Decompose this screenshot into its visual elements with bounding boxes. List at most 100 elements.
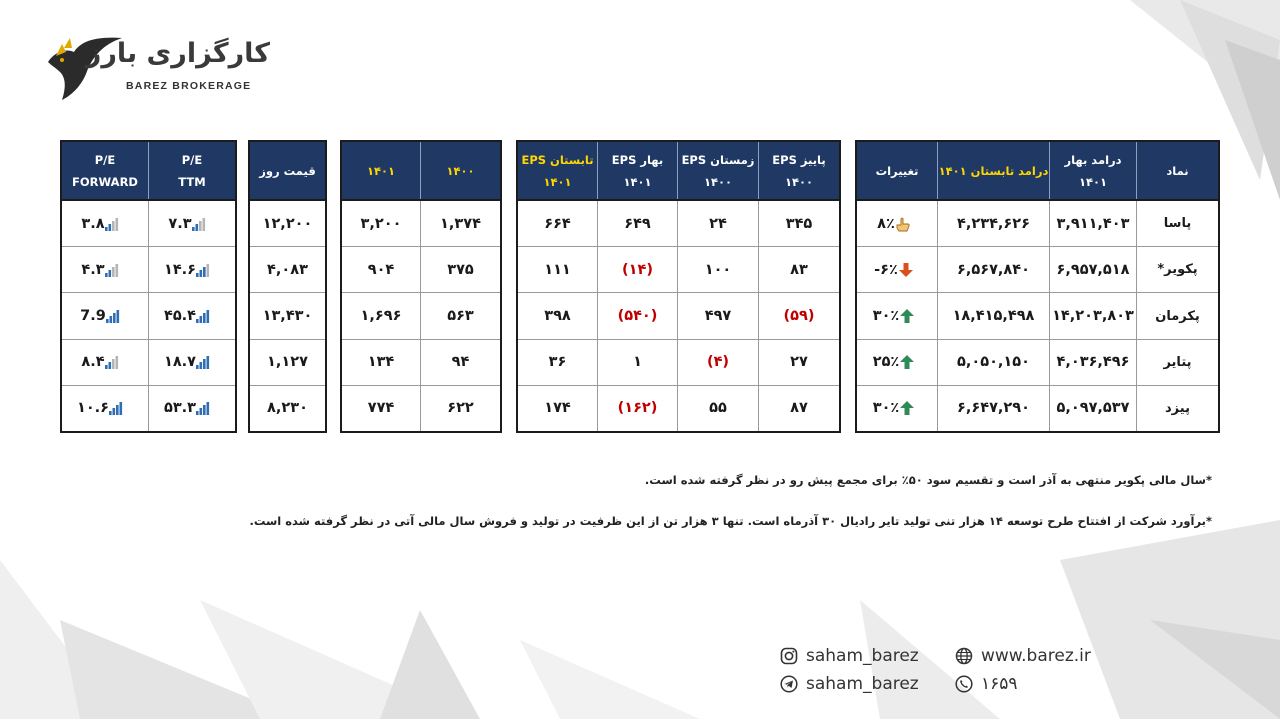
column-header-line1: EPS پاییز — [772, 149, 825, 171]
eps-summer-cell: ۶۶۴ — [518, 201, 597, 246]
website-url: www.barez.ir — [981, 646, 1091, 666]
pe-forward-value: ۱۰.۶ — [77, 400, 109, 416]
footnote-1: *سال مالی پکویر منتهی به آذر است و تقسیم… — [645, 473, 1212, 487]
pe-ttm-cell: ۱۴.۶ — [148, 247, 235, 292]
change-cell: ۳۰٪ — [857, 293, 937, 338]
column-header: EPS تابستان ۱۴۰۱ — [518, 142, 597, 199]
change-cell: ۳۰٪ — [857, 386, 937, 431]
pe-forward-value: ۸.۴ — [81, 354, 104, 370]
symbol-cell: پتایر — [1136, 340, 1218, 385]
pe-ttm-value: ۴۵.۴ — [164, 308, 196, 324]
eps-1401-cell: ۷۷۴ — [342, 386, 420, 431]
price-cell: ۱,۱۲۷ — [250, 340, 325, 385]
signal-bars-icon — [109, 401, 123, 415]
footnote-2: *برآورد شرکت از افتتاح طرح توسعه ۱۴ هزار… — [249, 514, 1212, 528]
pe-ttm-value: ۱۸.۷ — [164, 354, 196, 370]
summer-revenue-cell: ۱۸,۴۱۵,۴۹۸ — [937, 293, 1049, 338]
table-row: ۸۳ ۱۰۰ (۱۴) ۱۱۱ — [518, 247, 839, 293]
table-row: (۵۹) ۴۹۷ (۵۴۰) ۳۹۸ — [518, 293, 839, 339]
signal-bars-icon — [192, 217, 206, 231]
revenue-table-header: نماد درامد بهار ۱۴۰۱ درامد تابستان ۱۴۰۱ تغیی… — [857, 142, 1218, 201]
column-header-line1: P/E — [182, 149, 202, 171]
pe-forward-cell: ۴.۳ — [62, 247, 148, 292]
symbol-cell: پکرمان — [1136, 293, 1218, 338]
column-header: نماد — [1136, 142, 1218, 199]
change-value: ۳۰٪ — [873, 308, 900, 324]
pe-ttm-value: ۱۴.۶ — [164, 262, 196, 278]
column-header: ۱۴۰۰ — [420, 142, 500, 199]
eps-1401-cell: ۱,۶۹۶ — [342, 293, 420, 338]
table-row: *پکویر ۶,۹۵۷,۵۱۸ ۶,۵۶۷,۸۴۰ -۶٪ — [857, 247, 1218, 293]
website-contact[interactable]: www.barez.ir — [955, 646, 1091, 666]
price-cell: ۴,۰۸۳ — [250, 247, 325, 292]
eps-spring-cell: ۶۴۹ — [597, 201, 677, 246]
phone-number: ۱۶۵۹ — [981, 674, 1018, 694]
summer-revenue-cell: ۶,۶۴۷,۲۹۰ — [937, 386, 1049, 431]
eps-winter-cell: ۱۰۰ — [677, 247, 758, 292]
column-header: P/E FORWARD — [62, 142, 148, 199]
eps-1400-cell: ۹۴ — [420, 340, 500, 385]
table-row: پتایر ۴,۰۳۶,۴۹۶ ۵,۰۵۰,۱۵۰ ۲۵٪ — [857, 340, 1218, 386]
table-row: ۷.۳ ۳.۸ — [62, 201, 235, 247]
column-header-line2: FORWARD — [72, 171, 138, 193]
change-value: ۸٪ — [877, 216, 895, 232]
pe-table: P/E TTM P/E FORWARD ۷.۳ ۳.۸ ۱۴.۶ ۴.۳ ۴۵.۴ 7.9 ۱۸.… — [60, 140, 237, 433]
arrow-up-icon — [899, 400, 915, 416]
eps-winter-cell: ۵۵ — [677, 386, 758, 431]
eps-1400-cell: ۶۲۲ — [420, 386, 500, 431]
symbol-cell: پاسا — [1136, 201, 1218, 246]
instagram-icon — [780, 647, 798, 665]
table-row: ۴۵.۴ 7.9 — [62, 293, 235, 339]
instagram-contact[interactable]: saham_barez — [780, 646, 919, 666]
price-table-body: ۱۲,۲۰۰ ۴,۰۸۳ ۱۳,۴۳۰ ۱,۱۲۷ ۸,۲۳۰ — [250, 201, 325, 431]
hand-pointer-icon — [895, 216, 911, 232]
signal-bars-icon — [105, 263, 119, 277]
eps-winter-cell: ۴۹۷ — [677, 293, 758, 338]
telegram-contact[interactable]: saham_barez — [780, 674, 919, 694]
column-header: ۱۴۰۱ — [342, 142, 420, 199]
brand-name-fa: کارگزاری بارز — [120, 38, 270, 69]
table-row: ۵۶۳ ۱,۶۹۶ — [342, 293, 500, 339]
summer-revenue-cell: ۶,۵۶۷,۸۴۰ — [937, 247, 1049, 292]
column-header-line1: P/E — [95, 149, 115, 171]
price-table-header: قیمت روز — [250, 142, 325, 201]
eps-autumn-cell: ۸۳ — [758, 247, 839, 292]
column-header-line1: ۱۴۰۱ — [367, 160, 395, 182]
table-row: پیزد ۵,۰۹۷,۵۳۷ ۶,۶۴۷,۲۹۰ ۳۰٪ — [857, 386, 1218, 431]
eps-1401-cell: ۹۰۴ — [342, 247, 420, 292]
pe-table-body: ۷.۳ ۳.۸ ۱۴.۶ ۴.۳ ۴۵.۴ 7.9 ۱۸.۷ ۸.۴ ۵۳.۳ ۱۰.۶ — [62, 201, 235, 431]
table-row: ۲۷ (۴) ۱ ۳۶ — [518, 340, 839, 386]
annual-eps-table: ۱۴۰۰ ۱۴۰۱ ۱,۳۷۴ ۳,۲۰۰ ۳۷۵ ۹۰۴ ۵۶۳ ۱,۶۹۶ ۹۴ ۱۳۴ ۶۲… — [340, 140, 502, 433]
symbol-cell: پیزد — [1136, 386, 1218, 431]
column-header-line1: EPS تابستان — [521, 149, 593, 171]
spring-revenue-cell: ۵,۰۹۷,۵۳۷ — [1049, 386, 1136, 431]
arrow-up-icon — [899, 308, 915, 324]
table-row: ۳۴۵ ۲۴ ۶۴۹ ۶۶۴ — [518, 201, 839, 247]
column-header-line1: درامد بهار — [1064, 149, 1121, 171]
eps-summer-cell: ۳۶ — [518, 340, 597, 385]
revenue-table: نماد درامد بهار ۱۴۰۱ درامد تابستان ۱۴۰۱ تغیی… — [855, 140, 1220, 433]
column-header-line1: EPS زمستان — [682, 149, 755, 171]
change-cell: -۶٪ — [857, 247, 937, 292]
table-row: ۸,۲۳۰ — [250, 386, 325, 431]
pe-ttm-cell: ۱۸.۷ — [148, 340, 235, 385]
annual-eps-table-header: ۱۴۰۰ ۱۴۰۱ — [342, 142, 500, 201]
table-row: پکرمان ۱۴,۲۰۳,۸۰۳ ۱۸,۴۱۵,۴۹۸ ۳۰٪ — [857, 293, 1218, 339]
pe-forward-cell: ۳.۸ — [62, 201, 148, 246]
summer-revenue-cell: ۵,۰۵۰,۱۵۰ — [937, 340, 1049, 385]
table-row: ۱,۳۷۴ ۳,۲۰۰ — [342, 201, 500, 247]
change-cell: ۲۵٪ — [857, 340, 937, 385]
pe-forward-value: ۴.۳ — [81, 262, 104, 278]
eps-1400-cell: ۱,۳۷۴ — [420, 201, 500, 246]
column-header-line1: EPS بهار — [612, 149, 663, 171]
telegram-handle: saham_barez — [806, 674, 919, 694]
column-header: EPS بهار ۱۴۰۱ — [597, 142, 677, 199]
column-header-line1: درامد تابستان ۱۴۰۱ — [939, 160, 1049, 182]
table-row: ۱,۱۲۷ — [250, 340, 325, 386]
eps-autumn-cell: ۳۴۵ — [758, 201, 839, 246]
phone-contact[interactable]: ۱۶۵۹ — [955, 674, 1018, 694]
eps-1401-cell: ۳,۲۰۰ — [342, 201, 420, 246]
pe-forward-value: 7.9 — [80, 308, 106, 324]
column-header: تغییرات — [857, 142, 937, 199]
column-header-line2: ۱۴۰۰ — [704, 171, 732, 193]
